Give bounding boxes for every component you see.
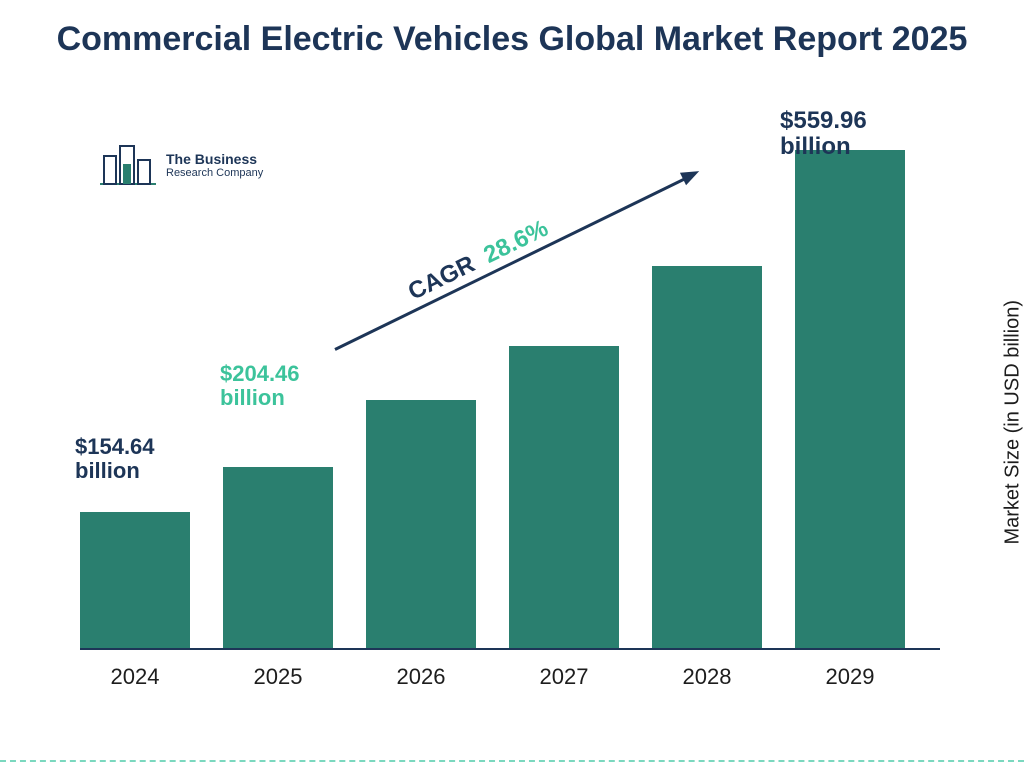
xlabel-2027: 2027 — [504, 664, 624, 690]
callout-2024: $154.64 billion — [75, 435, 155, 483]
xlabel-2025: 2025 — [218, 664, 338, 690]
callout-2025: $204.46 billion — [220, 362, 300, 410]
bar-2027 — [509, 346, 619, 650]
bars-container — [80, 150, 940, 650]
callout-2025-line1: $204.46 — [220, 362, 300, 386]
callout-2029-text: $559.96 billion — [780, 107, 867, 160]
xlabel-2026: 2026 — [361, 664, 481, 690]
y-axis-label: Market Size (in USD billion) — [1002, 300, 1024, 545]
footer-dashed-line — [0, 760, 1024, 762]
bar-2024 — [80, 512, 190, 650]
x-axis-line — [80, 648, 940, 650]
chart-title: Commercial Electric Vehicles Global Mark… — [0, 20, 1024, 59]
callout-2025-line2: billion — [220, 386, 300, 410]
callout-2024-line1: $154.64 — [75, 435, 155, 459]
callout-2029: $559.96 billion — [780, 108, 940, 161]
xlabel-2028: 2028 — [647, 664, 767, 690]
xlabel-2024: 2024 — [75, 664, 195, 690]
bar-2029 — [795, 150, 905, 650]
xlabel-2029: 2029 — [790, 664, 910, 690]
chart-area: $154.64 billion $204.46 billion $559.96 … — [80, 130, 940, 690]
bar-2025 — [223, 467, 333, 650]
bar-2028 — [652, 266, 762, 650]
callout-2024-line2: billion — [75, 459, 155, 483]
bar-2026 — [366, 400, 476, 650]
page-root: Commercial Electric Vehicles Global Mark… — [0, 0, 1024, 768]
